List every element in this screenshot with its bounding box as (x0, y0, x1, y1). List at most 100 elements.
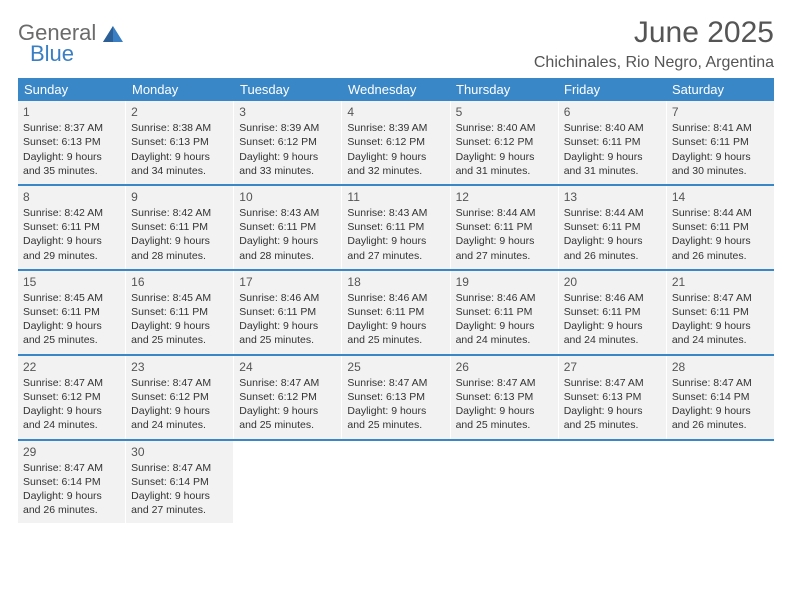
day-number: 13 (564, 189, 661, 205)
location-text: Chichinales, Rio Negro, Argentina (534, 54, 774, 72)
day-day1: Daylight: 9 hours (347, 234, 444, 248)
day-day2: and 27 minutes. (131, 503, 228, 517)
day-cell: 30Sunrise: 8:47 AMSunset: 6:14 PMDayligh… (126, 441, 234, 524)
day-number: 11 (347, 189, 444, 205)
day-day2: and 34 minutes. (131, 164, 228, 178)
day-day2: and 24 minutes. (672, 333, 769, 347)
day-day1: Daylight: 9 hours (456, 319, 553, 333)
day-cell: 16Sunrise: 8:45 AMSunset: 6:11 PMDayligh… (126, 271, 234, 354)
day-number: 14 (672, 189, 769, 205)
day-day1: Daylight: 9 hours (131, 489, 228, 503)
day-cell-empty (342, 441, 450, 524)
day-number: 30 (131, 444, 228, 460)
day-day2: and 30 minutes. (672, 164, 769, 178)
day-day1: Daylight: 9 hours (23, 234, 120, 248)
day-day2: and 25 minutes. (131, 333, 228, 347)
day-sunrise: Sunrise: 8:46 AM (456, 291, 553, 305)
day-sunset: Sunset: 6:11 PM (672, 135, 769, 149)
weekday-header: Sunday (18, 78, 126, 101)
day-cell: 4Sunrise: 8:39 AMSunset: 6:12 PMDaylight… (342, 101, 450, 184)
sail-icon (101, 24, 125, 44)
day-cell: 5Sunrise: 8:40 AMSunset: 6:12 PMDaylight… (451, 101, 559, 184)
day-day1: Daylight: 9 hours (347, 319, 444, 333)
day-day2: and 27 minutes. (456, 249, 553, 263)
day-day2: and 31 minutes. (456, 164, 553, 178)
weekday-header: Monday (126, 78, 234, 101)
weekday-header: Wednesday (342, 78, 450, 101)
day-number: 7 (672, 104, 769, 120)
day-day2: and 25 minutes. (239, 418, 336, 432)
weekday-header: Saturday (666, 78, 774, 101)
day-day2: and 28 minutes. (131, 249, 228, 263)
day-sunset: Sunset: 6:11 PM (131, 220, 228, 234)
day-cell: 12Sunrise: 8:44 AMSunset: 6:11 PMDayligh… (451, 186, 559, 269)
day-day1: Daylight: 9 hours (347, 150, 444, 164)
day-day1: Daylight: 9 hours (672, 404, 769, 418)
day-number: 8 (23, 189, 120, 205)
week-row: 8Sunrise: 8:42 AMSunset: 6:11 PMDaylight… (18, 186, 774, 271)
day-number: 22 (23, 359, 120, 375)
day-number: 18 (347, 274, 444, 290)
day-day2: and 33 minutes. (239, 164, 336, 178)
day-sunrise: Sunrise: 8:43 AM (347, 206, 444, 220)
day-sunset: Sunset: 6:11 PM (23, 220, 120, 234)
day-cell-empty (559, 441, 667, 524)
day-sunrise: Sunrise: 8:39 AM (239, 121, 336, 135)
day-number: 5 (456, 104, 553, 120)
day-day1: Daylight: 9 hours (239, 150, 336, 164)
day-sunset: Sunset: 6:12 PM (239, 390, 336, 404)
day-sunset: Sunset: 6:11 PM (564, 135, 661, 149)
day-cell-empty (667, 441, 774, 524)
day-number: 2 (131, 104, 228, 120)
day-day2: and 25 minutes. (456, 418, 553, 432)
day-sunset: Sunset: 6:14 PM (672, 390, 769, 404)
day-day1: Daylight: 9 hours (456, 150, 553, 164)
week-row: 22Sunrise: 8:47 AMSunset: 6:12 PMDayligh… (18, 356, 774, 441)
day-sunrise: Sunrise: 8:47 AM (239, 376, 336, 390)
day-day2: and 26 minutes. (564, 249, 661, 263)
logo-text-block: General Blue (18, 22, 125, 65)
day-sunset: Sunset: 6:11 PM (23, 305, 120, 319)
day-number: 9 (131, 189, 228, 205)
logo: General Blue (18, 16, 125, 65)
day-cell: 29Sunrise: 8:47 AMSunset: 6:14 PMDayligh… (18, 441, 126, 524)
weeks-container: 1Sunrise: 8:37 AMSunset: 6:13 PMDaylight… (18, 101, 774, 523)
day-day1: Daylight: 9 hours (131, 404, 228, 418)
day-sunset: Sunset: 6:13 PM (347, 390, 444, 404)
day-cell: 28Sunrise: 8:47 AMSunset: 6:14 PMDayligh… (667, 356, 774, 439)
day-number: 10 (239, 189, 336, 205)
day-number: 3 (239, 104, 336, 120)
day-sunrise: Sunrise: 8:39 AM (347, 121, 444, 135)
day-sunset: Sunset: 6:11 PM (456, 220, 553, 234)
day-cell: 26Sunrise: 8:47 AMSunset: 6:13 PMDayligh… (451, 356, 559, 439)
day-number: 6 (564, 104, 661, 120)
week-row: 29Sunrise: 8:47 AMSunset: 6:14 PMDayligh… (18, 441, 774, 524)
day-day1: Daylight: 9 hours (131, 234, 228, 248)
day-cell: 1Sunrise: 8:37 AMSunset: 6:13 PMDaylight… (18, 101, 126, 184)
day-cell: 27Sunrise: 8:47 AMSunset: 6:13 PMDayligh… (559, 356, 667, 439)
day-number: 25 (347, 359, 444, 375)
day-sunrise: Sunrise: 8:42 AM (131, 206, 228, 220)
day-cell: 18Sunrise: 8:46 AMSunset: 6:11 PMDayligh… (342, 271, 450, 354)
day-sunrise: Sunrise: 8:45 AM (131, 291, 228, 305)
day-sunrise: Sunrise: 8:47 AM (23, 376, 120, 390)
day-sunrise: Sunrise: 8:46 AM (347, 291, 444, 305)
day-cell: 6Sunrise: 8:40 AMSunset: 6:11 PMDaylight… (559, 101, 667, 184)
day-sunrise: Sunrise: 8:47 AM (131, 376, 228, 390)
day-day1: Daylight: 9 hours (672, 150, 769, 164)
day-sunset: Sunset: 6:11 PM (347, 305, 444, 319)
day-day2: and 32 minutes. (347, 164, 444, 178)
header: General Blue June 2025 Chichinales, Rio … (18, 16, 774, 72)
day-day2: and 27 minutes. (347, 249, 444, 263)
day-day1: Daylight: 9 hours (23, 319, 120, 333)
day-sunrise: Sunrise: 8:47 AM (347, 376, 444, 390)
day-cell: 23Sunrise: 8:47 AMSunset: 6:12 PMDayligh… (126, 356, 234, 439)
day-cell: 3Sunrise: 8:39 AMSunset: 6:12 PMDaylight… (234, 101, 342, 184)
day-cell: 22Sunrise: 8:47 AMSunset: 6:12 PMDayligh… (18, 356, 126, 439)
day-sunset: Sunset: 6:13 PM (456, 390, 553, 404)
day-cell-empty (451, 441, 559, 524)
day-number: 20 (564, 274, 661, 290)
day-day2: and 31 minutes. (564, 164, 661, 178)
day-day2: and 29 minutes. (23, 249, 120, 263)
day-cell: 20Sunrise: 8:46 AMSunset: 6:11 PMDayligh… (559, 271, 667, 354)
